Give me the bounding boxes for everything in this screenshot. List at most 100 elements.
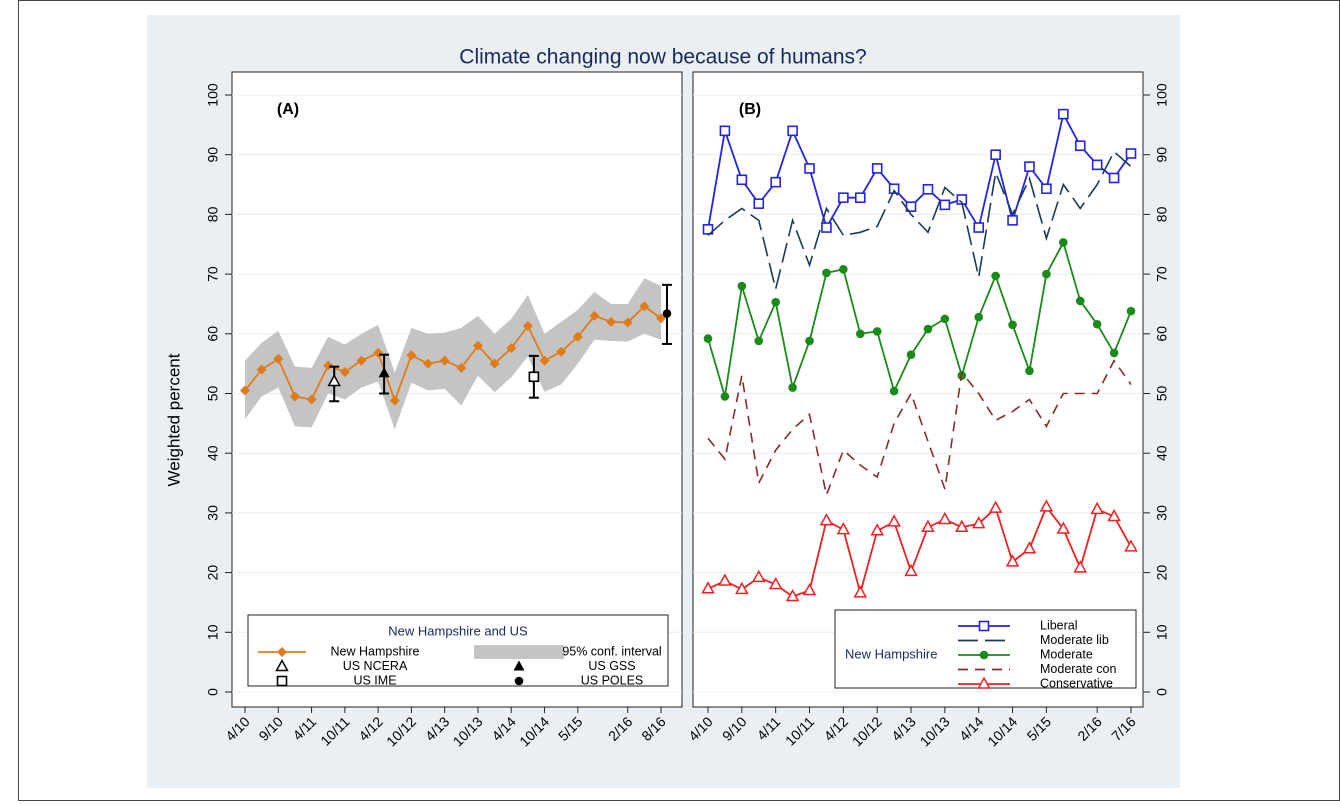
legend-marker bbox=[513, 660, 525, 671]
legend-box bbox=[247, 614, 669, 687]
y-tick-label: 20 bbox=[205, 565, 221, 581]
point-marker bbox=[819, 513, 834, 526]
legend-marker bbox=[979, 650, 989, 660]
point-marker bbox=[804, 163, 815, 174]
point-marker bbox=[719, 125, 731, 137]
point-marker bbox=[787, 125, 798, 137]
confidence-band bbox=[245, 278, 661, 430]
point-marker bbox=[522, 321, 533, 332]
point-marker bbox=[1059, 238, 1068, 247]
point-marker bbox=[923, 324, 933, 334]
point-marker bbox=[356, 355, 367, 366]
point-marker bbox=[939, 199, 951, 211]
y-axis-title: Weighted percent bbox=[164, 353, 183, 486]
point-marker bbox=[1056, 521, 1071, 534]
point-marker bbox=[904, 563, 918, 577]
point-marker bbox=[240, 385, 250, 396]
point-marker bbox=[720, 392, 730, 401]
legend-label: US NCERA bbox=[343, 659, 408, 673]
point-marker bbox=[905, 201, 917, 212]
y-tick-label: 0 bbox=[1154, 688, 1170, 696]
point-marker bbox=[1075, 296, 1085, 306]
chart-title: Climate changing now because of humans? bbox=[459, 46, 866, 69]
legend-label: Liberal bbox=[1040, 618, 1078, 632]
point-marker bbox=[735, 581, 749, 595]
point-marker bbox=[556, 346, 567, 357]
y-tick-label: 70 bbox=[1154, 266, 1170, 282]
y-tick-label: 50 bbox=[205, 386, 221, 402]
panel-label: (B) bbox=[739, 101, 761, 118]
point-marker bbox=[955, 519, 969, 532]
point-marker bbox=[606, 316, 617, 327]
legend-marker bbox=[978, 620, 990, 632]
point-marker bbox=[770, 176, 781, 188]
point-marker bbox=[854, 192, 866, 203]
series-line bbox=[244, 305, 662, 404]
point-marker bbox=[1124, 539, 1138, 552]
point-marker bbox=[1074, 140, 1086, 152]
point-marker bbox=[701, 581, 715, 594]
point-marker bbox=[771, 297, 780, 307]
y-tick-label: 30 bbox=[205, 505, 221, 521]
y-tick-label: 40 bbox=[1154, 445, 1170, 461]
point-marker bbox=[1024, 161, 1035, 172]
point-marker bbox=[871, 163, 883, 174]
point-marker bbox=[1091, 159, 1103, 171]
point-marker bbox=[889, 386, 899, 396]
legend-label: Conservative bbox=[1040, 676, 1113, 690]
point-marker bbox=[256, 364, 267, 375]
point-marker bbox=[323, 360, 334, 371]
legend-label: Moderate bbox=[1040, 647, 1093, 661]
point-marker bbox=[506, 343, 517, 354]
point-marker bbox=[306, 394, 317, 405]
y-tick-label: 50 bbox=[1154, 386, 1170, 402]
y-tick-label: 80 bbox=[1154, 206, 1170, 222]
point-marker bbox=[1007, 215, 1018, 226]
point-marker bbox=[423, 358, 434, 369]
point-marker bbox=[1107, 508, 1121, 522]
legend-marker bbox=[276, 675, 288, 687]
point-marker bbox=[1058, 108, 1069, 120]
point-marker bbox=[822, 268, 831, 278]
panel-label: (A) bbox=[277, 101, 299, 118]
point-marker bbox=[971, 516, 986, 529]
point-marker bbox=[1125, 148, 1137, 159]
point-marker bbox=[1022, 541, 1037, 554]
point-marker bbox=[1073, 560, 1088, 573]
series-line bbox=[707, 111, 1132, 230]
legend-title: New Hampshire and US bbox=[388, 623, 528, 638]
point-marker bbox=[839, 265, 848, 274]
y-tick-label: 30 bbox=[1154, 505, 1170, 521]
legend-label: Moderate con bbox=[1040, 662, 1116, 676]
point-marker bbox=[872, 327, 882, 336]
point-marker bbox=[836, 522, 851, 535]
point-marker bbox=[788, 383, 797, 392]
legend-swatch bbox=[474, 645, 564, 659]
legend-marker bbox=[275, 658, 289, 672]
plot-area-b bbox=[692, 71, 1144, 708]
legend-label: US IME bbox=[353, 673, 396, 687]
legend-label: 95% conf. interval bbox=[562, 644, 661, 658]
point-marker bbox=[622, 317, 633, 328]
point-marker bbox=[855, 329, 865, 339]
point-marker bbox=[838, 192, 849, 203]
point-marker bbox=[289, 391, 300, 402]
point-marker bbox=[1025, 366, 1034, 376]
point-marker bbox=[378, 367, 390, 378]
point-marker bbox=[703, 334, 713, 343]
point-marker bbox=[974, 312, 984, 322]
point-marker bbox=[339, 367, 350, 378]
point-marker bbox=[1041, 183, 1052, 195]
point-marker bbox=[821, 222, 832, 233]
legend-marker bbox=[277, 647, 287, 657]
point-marker bbox=[922, 184, 934, 195]
legend-label: Moderate lib bbox=[1040, 633, 1109, 647]
y-tick-label: 80 bbox=[205, 206, 221, 222]
point-marker bbox=[753, 198, 765, 209]
point-marker bbox=[921, 519, 935, 532]
series-line bbox=[707, 359, 1132, 498]
point-marker bbox=[754, 336, 764, 346]
